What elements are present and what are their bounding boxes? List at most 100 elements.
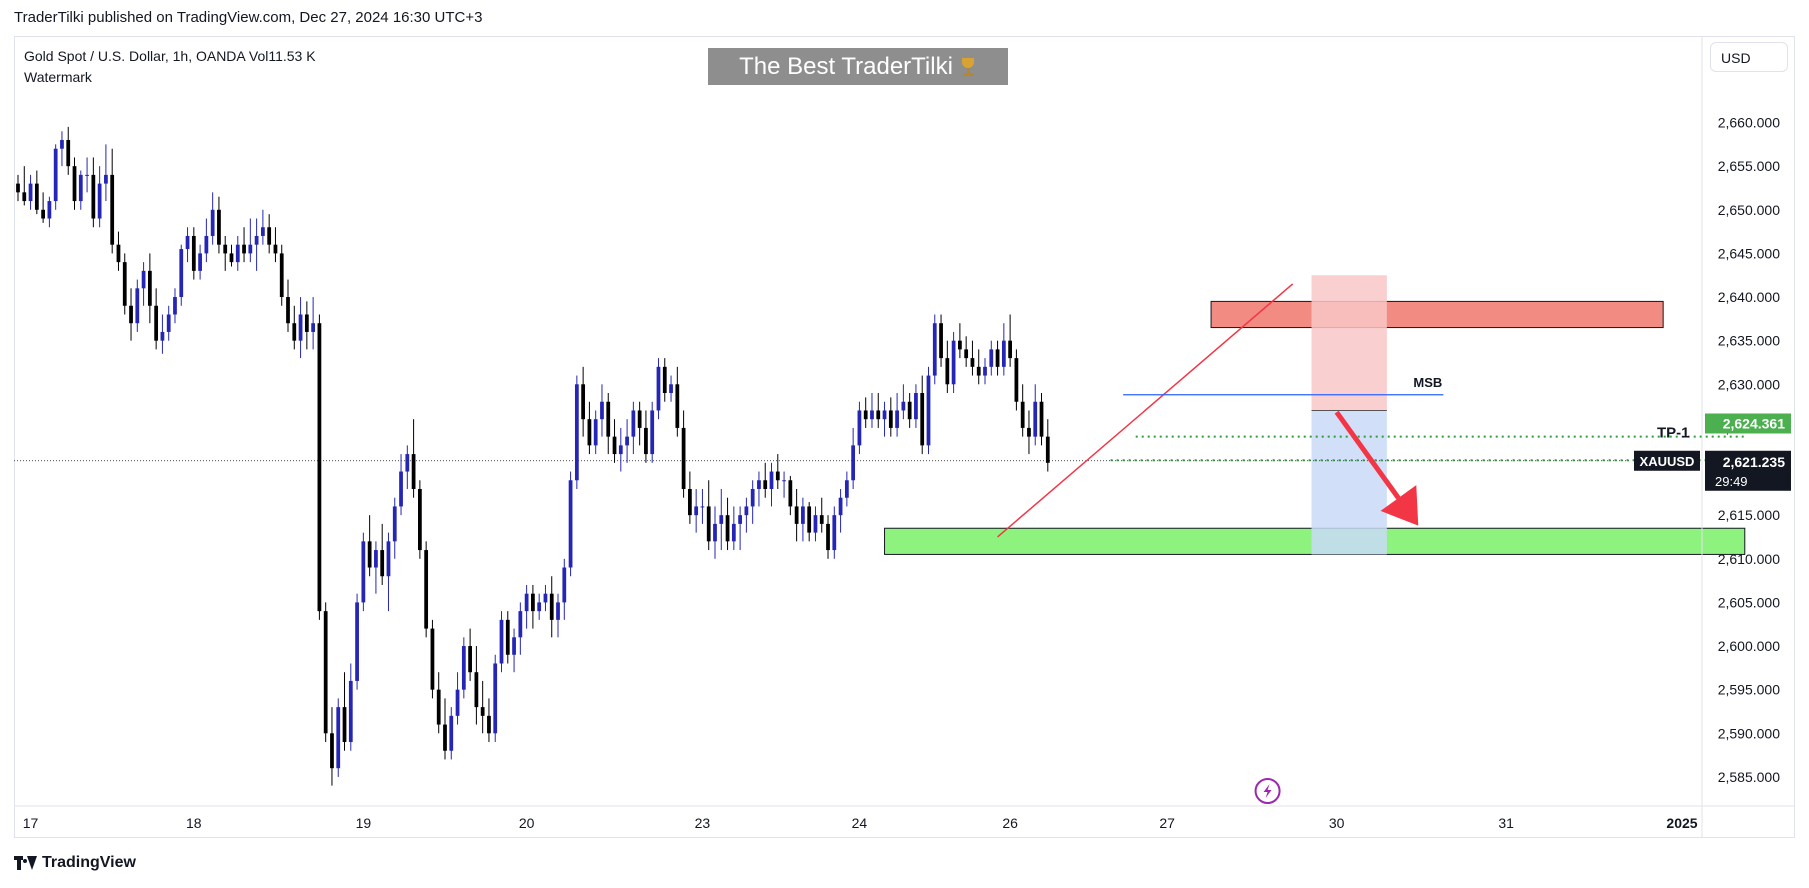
price-tick-label: 2,650.000 bbox=[1718, 202, 1780, 218]
candle-body bbox=[512, 637, 516, 655]
candle-body bbox=[110, 174, 115, 245]
watermark-text: The Best TraderTilki bbox=[739, 52, 953, 80]
candle-body bbox=[794, 506, 799, 524]
candle-body bbox=[179, 249, 184, 298]
candle bbox=[436, 672, 441, 734]
price-label-text: 2,624.361 bbox=[1723, 415, 1785, 431]
candle bbox=[832, 506, 837, 559]
candle-body bbox=[901, 401, 906, 411]
candle bbox=[951, 331, 956, 394]
lightning-bolt bbox=[1263, 784, 1272, 798]
candle bbox=[838, 488, 843, 533]
candle bbox=[574, 375, 579, 489]
candle bbox=[499, 611, 504, 673]
candle-body bbox=[430, 628, 435, 690]
candle bbox=[323, 602, 328, 743]
candle-body bbox=[1020, 401, 1025, 428]
candle-body bbox=[907, 401, 912, 420]
candle-body bbox=[844, 480, 849, 498]
price-tick-label: 2,635.000 bbox=[1718, 333, 1780, 349]
candle-body bbox=[461, 646, 466, 690]
candle bbox=[417, 480, 422, 559]
time-tick-label: 27 bbox=[1159, 815, 1175, 831]
candle-body bbox=[543, 593, 548, 603]
candle bbox=[750, 480, 755, 524]
candle-body bbox=[304, 314, 309, 332]
symbol-line: Gold Spot / U.S. Dollar, 1h, OANDA Vol11… bbox=[24, 48, 316, 64]
resistance-zone bbox=[1210, 300, 1664, 329]
candle bbox=[662, 358, 667, 402]
candle bbox=[593, 410, 598, 455]
candle-body bbox=[669, 384, 673, 394]
candle bbox=[801, 497, 805, 542]
candle bbox=[995, 340, 1000, 376]
tradingview-footer[interactable]: TradingView bbox=[14, 854, 136, 872]
candle-body bbox=[261, 227, 265, 236]
time-tick-label: 19 bbox=[356, 815, 372, 831]
price-tick-label: 2,630.000 bbox=[1718, 376, 1780, 392]
candle bbox=[336, 698, 341, 777]
candle bbox=[399, 454, 403, 516]
candle bbox=[958, 323, 962, 359]
candle-body bbox=[920, 393, 925, 446]
candle bbox=[204, 218, 209, 263]
candle-body bbox=[85, 174, 89, 176]
candle-body bbox=[725, 515, 730, 542]
candle bbox=[173, 288, 177, 324]
candle-body bbox=[939, 323, 943, 359]
tp-label: TP-1 bbox=[1657, 425, 1690, 442]
candle-body bbox=[361, 541, 366, 603]
candle bbox=[273, 227, 278, 263]
candle bbox=[964, 336, 969, 367]
candle bbox=[656, 358, 661, 420]
candle bbox=[618, 427, 623, 472]
candle bbox=[129, 288, 133, 341]
candle bbox=[807, 502, 812, 542]
candle bbox=[706, 480, 711, 551]
candle-body bbox=[1014, 358, 1019, 402]
candles-layer bbox=[16, 126, 1050, 786]
time-tick-label: 31 bbox=[1498, 815, 1514, 831]
candle-body bbox=[556, 602, 560, 620]
take-profit-area bbox=[1311, 410, 1387, 555]
candle-body bbox=[763, 480, 768, 489]
footer-brand: TradingView bbox=[42, 854, 136, 871]
candle-body bbox=[217, 209, 221, 245]
candle bbox=[443, 698, 447, 760]
candle bbox=[16, 174, 20, 202]
candle bbox=[895, 393, 899, 437]
candle-body bbox=[531, 593, 535, 612]
candle-body bbox=[681, 427, 686, 489]
zones-layer bbox=[884, 275, 1746, 555]
candle-body bbox=[807, 506, 812, 533]
candle-body bbox=[374, 550, 378, 568]
candle bbox=[374, 541, 378, 594]
candle bbox=[298, 297, 303, 359]
candle-body bbox=[455, 689, 460, 716]
candle bbox=[110, 148, 115, 254]
candle bbox=[78, 170, 83, 210]
candle-body bbox=[1033, 401, 1038, 437]
candle bbox=[254, 218, 259, 271]
candle-body bbox=[166, 314, 171, 332]
candle-body bbox=[1001, 340, 1006, 367]
candle bbox=[870, 393, 874, 428]
candle-body bbox=[995, 349, 1000, 367]
candle bbox=[857, 401, 862, 455]
candle bbox=[631, 401, 636, 455]
candle bbox=[738, 506, 742, 551]
candle bbox=[537, 593, 542, 620]
candle-body bbox=[443, 724, 447, 751]
candle-body bbox=[568, 480, 573, 568]
candle bbox=[794, 488, 799, 542]
candle bbox=[976, 349, 981, 385]
candle-body bbox=[34, 183, 39, 210]
chart-legend: Gold Spot / U.S. Dollar, 1h, OANDA Vol11… bbox=[24, 46, 316, 88]
candle-body bbox=[487, 715, 491, 734]
candle-body bbox=[474, 672, 479, 708]
currency-button[interactable]: USD bbox=[1710, 42, 1788, 72]
price-label-bg bbox=[1705, 413, 1791, 434]
candle bbox=[91, 157, 96, 228]
